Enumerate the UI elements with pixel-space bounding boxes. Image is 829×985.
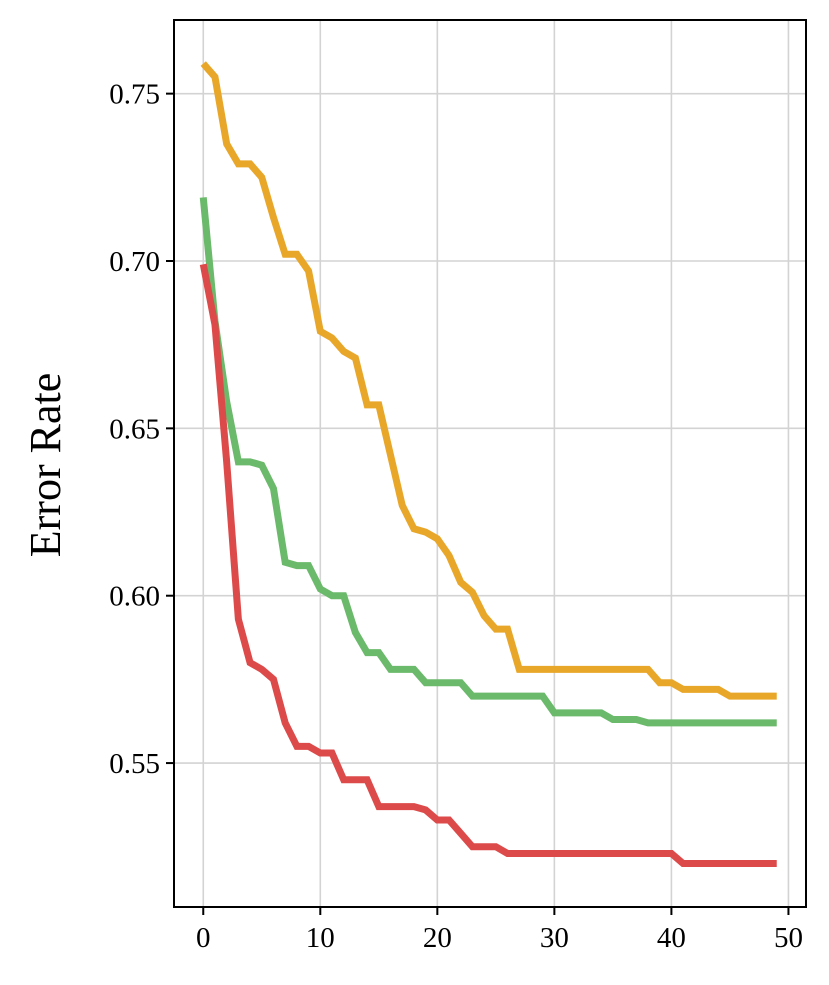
y-axis: 0.55 0.60 0.65 0.70 0.75 (109, 79, 174, 780)
x-tick-label: 10 (306, 922, 335, 954)
grid (174, 20, 806, 907)
y-tick-label: 0.70 (109, 246, 160, 278)
y-tick-label: 0.75 (109, 79, 160, 111)
x-tick-label: 20 (423, 922, 452, 954)
series-line-3 (199, 263, 777, 867)
y-axis-title: Error Rate (21, 373, 70, 557)
x-tick-label: 30 (540, 922, 569, 954)
plot-frame (173, 19, 807, 908)
x-tick-label: 0 (196, 922, 211, 954)
y-tick-label: 0.55 (109, 748, 160, 780)
series-lines (199, 61, 777, 867)
y-tick-label: 0.60 (109, 581, 160, 613)
series-line-1 (200, 61, 777, 700)
series-line-2 (199, 197, 777, 727)
x-axis: 0 10 20 30 40 50 (196, 907, 803, 954)
x-tick-label: 40 (657, 922, 686, 954)
x-tick-label: 50 (774, 922, 803, 954)
y-tick-label: 0.65 (109, 413, 160, 445)
